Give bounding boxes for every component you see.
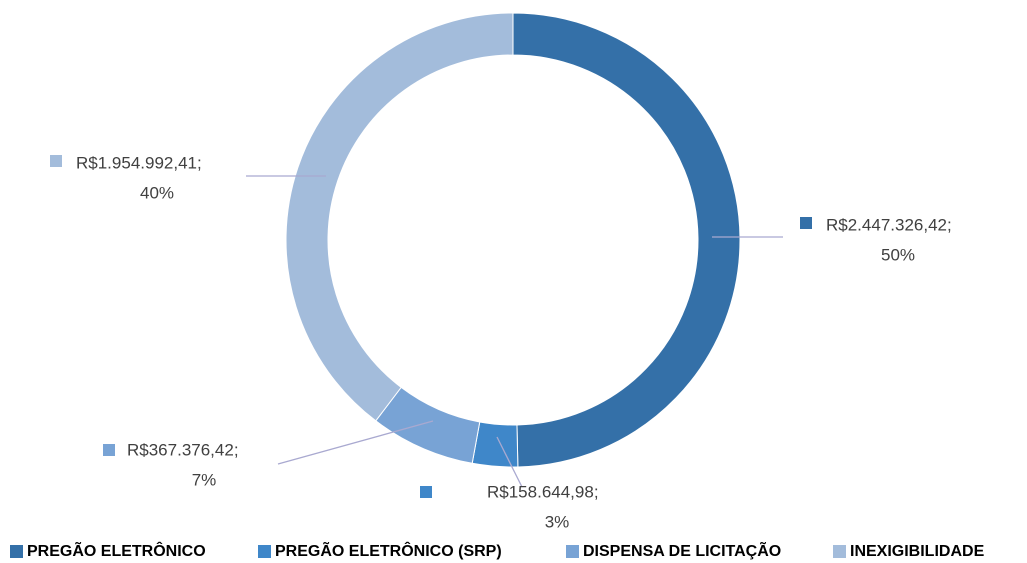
legend-swatch <box>833 545 846 558</box>
legend-swatch <box>566 545 579 558</box>
legend-label: DISPENSA DE LICITAÇÃO <box>583 540 781 560</box>
slice <box>512 12 741 468</box>
data-label: R$367.376,42; <box>127 440 239 459</box>
label-key <box>420 486 432 498</box>
data-label: R$2.447.326,42; <box>826 215 952 234</box>
data-label: R$158.644,98; <box>487 482 599 501</box>
leader-line <box>496 436 523 488</box>
percent-label: 50% <box>881 245 915 264</box>
slice <box>285 12 514 422</box>
legend-label: PREGÃO ELETRÔNICO <box>27 540 206 560</box>
percent-label: 7% <box>192 470 217 489</box>
legend-swatch <box>10 545 23 558</box>
percent-label: 40% <box>140 183 174 202</box>
legend-swatch <box>258 545 271 558</box>
slice <box>471 421 519 468</box>
label-key <box>103 444 115 456</box>
percent-label: 3% <box>545 512 570 531</box>
legend-label: PREGÃO ELETRÔNICO (SRP) <box>275 540 502 560</box>
label-key <box>50 155 62 167</box>
leader-line <box>277 420 434 465</box>
data-label: R$1.954.992,41; <box>76 153 202 172</box>
legend-label: INEXIGIBILIDADE <box>850 543 985 560</box>
label-key <box>800 217 812 229</box>
